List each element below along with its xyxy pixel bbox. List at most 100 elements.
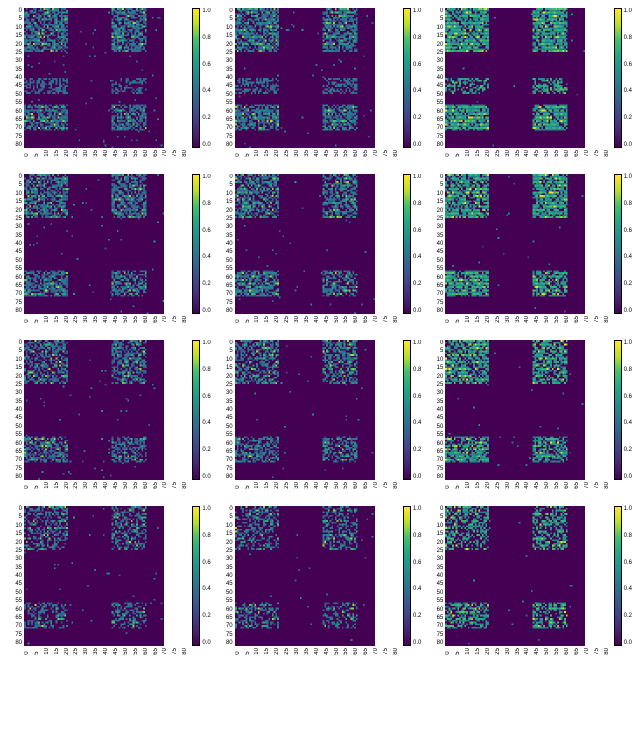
ytick-label: 25 <box>437 216 444 222</box>
ytick-label: 20 <box>437 374 444 380</box>
ytick-label: 40 <box>226 241 233 247</box>
xtick-label: 35 <box>304 648 310 655</box>
ytick-label: 55 <box>15 100 22 106</box>
xtick-label: 65 <box>574 482 580 489</box>
ytick-label: 75 <box>226 300 233 306</box>
xtick-label: 10 <box>254 482 260 489</box>
xtick-label: 45 <box>534 482 540 489</box>
ytick-label: 20 <box>15 374 22 380</box>
xtick-label: 15 <box>264 648 270 655</box>
xtick-label: 15 <box>475 648 481 655</box>
colorbar-tick-label: 0.8 <box>202 533 210 539</box>
xtick-label: 5 <box>245 648 251 655</box>
ytick-label: 20 <box>226 208 233 214</box>
xtick-label: 50 <box>334 150 340 157</box>
ytick-label: 5 <box>19 514 22 520</box>
xtick-label: 45 <box>534 150 540 157</box>
ytick-label: 70 <box>226 457 233 463</box>
ytick-label: 25 <box>15 50 22 56</box>
ytick-label: 15 <box>15 199 22 205</box>
ytick-label: 5 <box>229 16 232 22</box>
colorbar-tick-label: 0.4 <box>624 420 632 426</box>
xtick-label: 30 <box>505 482 511 489</box>
ytick-label: 30 <box>15 556 22 562</box>
x-axis-ticks: 05101520253035404550556065707580 <box>219 148 399 157</box>
colorbar-tick-label: 0.0 <box>413 640 421 646</box>
ytick-label: 20 <box>226 374 233 380</box>
ytick-label: 35 <box>15 233 22 239</box>
ytick-label: 0 <box>440 174 443 180</box>
colorbar-tick-label: 0.4 <box>413 420 421 426</box>
xtick-label: 35 <box>304 316 310 323</box>
colorbar-tick-label: 0.0 <box>413 142 421 148</box>
colorbar-tick-label: 0.2 <box>202 115 210 121</box>
xtick-label: 40 <box>103 150 109 157</box>
ytick-label: 60 <box>437 275 444 281</box>
ytick-label: 65 <box>226 283 233 289</box>
colorbar-tick-label: 0.0 <box>413 308 421 314</box>
xtick-label: 80 <box>182 648 188 655</box>
xtick-label: 5 <box>245 316 251 323</box>
ytick-label: 35 <box>226 233 233 239</box>
xtick-label: 0 <box>445 150 451 157</box>
ytick-label: 10 <box>226 523 233 529</box>
xtick-label: 10 <box>44 482 50 489</box>
ytick-label: 5 <box>19 348 22 354</box>
xtick-label: 55 <box>554 316 560 323</box>
xtick-label: 25 <box>73 648 79 655</box>
heatmap-canvas <box>445 506 585 646</box>
xtick-label: 45 <box>324 150 330 157</box>
xtick-label: 40 <box>103 648 109 655</box>
ytick-label: 45 <box>437 581 444 587</box>
xtick-label: 10 <box>254 316 260 323</box>
ytick-label: 0 <box>440 8 443 14</box>
xtick-label: 35 <box>93 150 99 157</box>
colorbar <box>614 174 622 314</box>
colorbar-tick-label: 0.6 <box>624 228 632 234</box>
colorbar-ticks: 1.00.80.60.40.20.0 <box>200 174 210 314</box>
ytick-label: 30 <box>226 224 233 230</box>
ytick-label: 65 <box>437 283 444 289</box>
ytick-label: 25 <box>15 382 22 388</box>
ytick-label: 45 <box>437 249 444 255</box>
colorbar-tick-label: 0.0 <box>624 474 632 480</box>
ytick-label: 75 <box>15 632 22 638</box>
colorbar-ticks: 1.00.80.60.40.20.0 <box>411 506 421 646</box>
xtick-label: 15 <box>264 482 270 489</box>
xtick-label: 40 <box>524 648 530 655</box>
y-axis-ticks: 05101520253035404550556065707580 <box>8 506 24 646</box>
ytick-label: 65 <box>15 615 22 621</box>
xtick-label: 40 <box>524 150 530 157</box>
ytick-label: 40 <box>226 75 233 81</box>
xtick-label: 40 <box>103 316 109 323</box>
colorbar-ticks: 1.00.80.60.40.20.0 <box>411 340 421 480</box>
colorbar-tick-label: 0.0 <box>624 142 632 148</box>
y-axis-ticks: 05101520253035404550556065707580 <box>8 174 24 314</box>
xtick-label: 50 <box>544 316 550 323</box>
colorbar-ticks: 1.00.80.60.40.20.0 <box>622 8 632 148</box>
ytick-label: 55 <box>15 432 22 438</box>
xtick-label: 65 <box>153 150 159 157</box>
xtick-label: 70 <box>584 150 590 157</box>
colorbar-tick-label: 0.8 <box>413 533 421 539</box>
ytick-label: 55 <box>437 432 444 438</box>
ytick-label: 65 <box>437 117 444 123</box>
ytick-label: 10 <box>226 25 233 31</box>
y-axis-ticks: 05101520253035404550556065707580 <box>429 174 445 314</box>
xtick-label: 75 <box>594 150 600 157</box>
colorbar <box>403 174 411 314</box>
colorbar-tick-label: 0.2 <box>624 115 632 121</box>
colorbar <box>614 506 622 646</box>
xtick-label: 25 <box>495 316 501 323</box>
ytick-label: 40 <box>437 573 444 579</box>
ytick-label: 70 <box>437 457 444 463</box>
colorbar-tick-label: 0.4 <box>413 254 421 260</box>
ytick-label: 20 <box>15 42 22 48</box>
xtick-label: 80 <box>393 150 399 157</box>
xtick-label: 5 <box>455 150 461 157</box>
heatmap-canvas <box>24 8 164 148</box>
colorbar <box>192 340 200 480</box>
ytick-label: 30 <box>15 224 22 230</box>
ytick-label: 70 <box>437 291 444 297</box>
xtick-label: 75 <box>172 316 178 323</box>
